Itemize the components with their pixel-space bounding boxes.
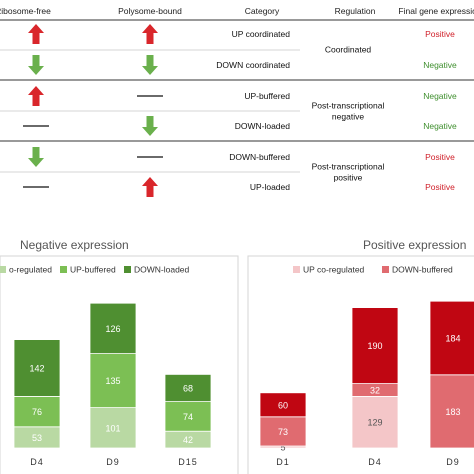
negative-chart-legend-label: DOWN-loaded (134, 265, 190, 275)
positive-chart-legend-label: DOWN-buffered (392, 265, 453, 275)
table-header-2: Category (245, 6, 280, 16)
positive-chart-bar-D9-2 (429, 300, 474, 376)
negative-chart-x-tick: D15 (178, 457, 198, 467)
ribosome-free-down-arrow-icon-shape (28, 147, 44, 167)
polysome-bound-up-arrow-icon-shape (142, 24, 158, 44)
polysome-bound-up-arrow-icon-shape (142, 177, 158, 197)
positive-chart-data-label: 32 (370, 386, 380, 396)
negative-chart-bar-D9-1 (89, 353, 137, 409)
ribosome-free-up-arrow-icon (28, 24, 44, 44)
positive-chart-data-label: 73 (278, 427, 288, 437)
positive-chart-bar-D4-2 (351, 307, 399, 385)
positive-chart-legend-label: UP co-regulated (303, 265, 365, 275)
table-header-0: Ribosome-free (0, 6, 51, 16)
negative-chart-bar-D15-1 (164, 401, 212, 432)
positive-chart-data-label: 129 (367, 418, 382, 428)
negative-chart-bar-D15-2 (164, 373, 212, 402)
negative-chart-title: Negative expression (20, 238, 129, 252)
category-label: UP coordinated (232, 29, 291, 39)
positive-chart-panel (247, 255, 474, 474)
positive-chart-data-label: 60 (278, 400, 288, 410)
outcome-label: Positive (425, 152, 455, 162)
ribosome-free-down-arrow-icon-shape (28, 55, 44, 75)
category-label: UP-loaded (250, 182, 290, 192)
regulation-label: Post-transcriptional (312, 162, 385, 172)
positive-chart-x-tick: D4 (368, 457, 382, 467)
polysome-bound-down-arrow-icon (142, 55, 158, 75)
positive-chart-legend-swatch (293, 266, 300, 273)
positive-chart-x-tick: D9 (446, 457, 460, 467)
negative-chart-data-label: 101 (105, 423, 120, 433)
polysome-bound-down-arrow-icon-shape (142, 116, 158, 136)
positive-chart-title: Positive expression (363, 238, 466, 252)
positive-chart-data-label: 184 (445, 334, 460, 344)
regulation-label: negative (332, 112, 364, 122)
ribosome-free-down-arrow-icon (28, 55, 44, 75)
category-label: DOWN coordinated (216, 60, 290, 70)
negative-chart-legend-swatch (60, 266, 67, 273)
negative-chart-data-label: 126 (105, 324, 120, 334)
ribosome-free-up-arrow-icon (28, 86, 44, 106)
positive-chart-bar-D1-1 (259, 416, 307, 447)
negative-chart-bar-D4-2 (13, 339, 61, 397)
regulation-label: Post-transcriptional (312, 101, 385, 111)
outcome-label: Positive (425, 29, 455, 39)
positive-chart-data-label: 183 (445, 407, 460, 417)
ribosome-free-up-arrow-icon-shape (28, 24, 44, 44)
outcome-label: Negative (423, 60, 457, 70)
outcome-label: Negative (423, 91, 457, 101)
regulation-label: Coordinated (325, 45, 372, 55)
table-header-1: Polysome-bound (118, 6, 182, 16)
negative-chart-legend-swatch (0, 266, 6, 273)
negative-chart-x-tick: D4 (30, 457, 44, 467)
category-label: DOWN-loaded (235, 121, 291, 131)
positive-chart-data-label: 190 (367, 341, 382, 351)
positive-chart-legend-swatch (382, 266, 389, 273)
table-header-4: Final gene expression (398, 6, 474, 16)
outcome-label: Positive (425, 182, 455, 192)
polysome-bound-up-arrow-icon (142, 24, 158, 44)
negative-chart-legend-label: o-regulated (9, 265, 52, 275)
regulation-label: positive (334, 173, 363, 183)
ribosome-free-up-arrow-icon-shape (28, 86, 44, 106)
positive-chart-bar-D1-2 (259, 392, 307, 418)
negative-chart-bar-D4-1 (13, 395, 61, 428)
negative-chart-data-label: 42 (183, 435, 193, 445)
positive-chart-x-tick: D1 (276, 457, 290, 467)
category-label: DOWN-buffered (229, 152, 290, 162)
ribosome-free-down-arrow-icon (28, 147, 44, 167)
negative-chart-data-label: 142 (29, 364, 44, 374)
negative-chart-data-label: 74 (183, 412, 193, 422)
negative-chart-panel (0, 255, 239, 474)
negative-chart-data-label: 76 (32, 407, 42, 417)
negative-chart-data-label: 135 (105, 376, 120, 386)
positive-chart-bar-D4-0 (351, 395, 399, 449)
polysome-bound-down-arrow-icon-shape (142, 55, 158, 75)
table-header-3: Regulation (335, 6, 376, 16)
negative-chart-legend-label: UP-buffered (70, 265, 116, 275)
negative-chart-x-tick: D9 (106, 457, 120, 467)
positive-chart-data-label: 5 (280, 443, 285, 453)
negative-chart-legend-swatch (124, 266, 131, 273)
negative-chart-bar-D9-0 (89, 407, 137, 449)
negative-chart-data-label: 68 (183, 384, 193, 394)
polysome-bound-up-arrow-icon (142, 177, 158, 197)
polysome-bound-down-arrow-icon (142, 116, 158, 136)
category-label: UP-buffered (244, 91, 290, 101)
negative-chart-bar-D9-2 (89, 302, 137, 355)
negative-chart-data-label: 53 (32, 433, 42, 443)
outcome-label: Negative (423, 121, 457, 131)
